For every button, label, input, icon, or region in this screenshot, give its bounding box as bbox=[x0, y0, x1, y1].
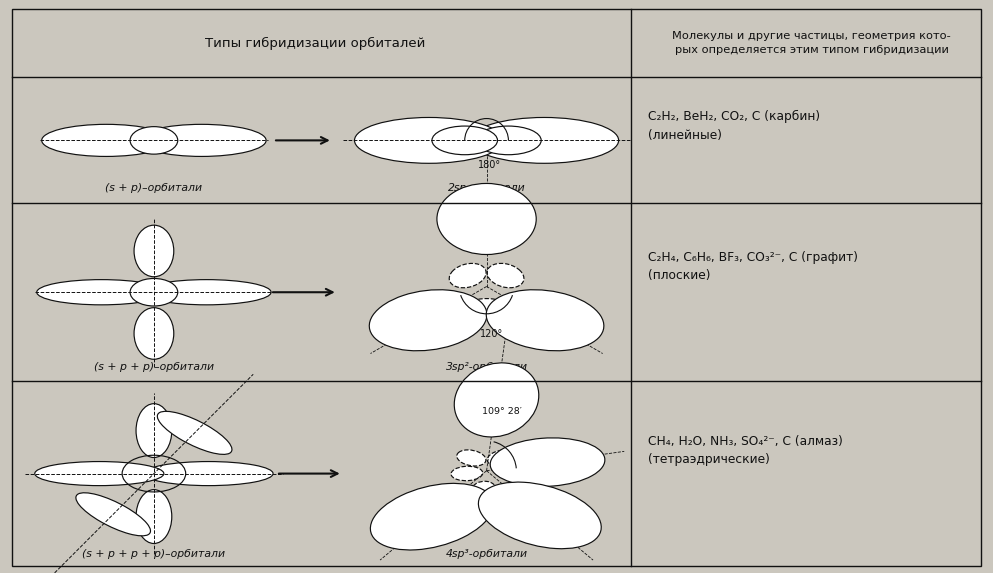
Text: 3sp²-орбитали: 3sp²-орбитали bbox=[446, 362, 527, 372]
Ellipse shape bbox=[157, 411, 232, 454]
Text: CH₄, H₂O, NH₃, SO₄²⁻, C (алмаз)
(тетраэдрические): CH₄, H₂O, NH₃, SO₄²⁻, C (алмаз) (тетраэд… bbox=[648, 435, 843, 466]
Text: 2sp-орбитали: 2sp-орбитали bbox=[448, 183, 525, 193]
Ellipse shape bbox=[479, 482, 601, 549]
Ellipse shape bbox=[487, 290, 604, 351]
Ellipse shape bbox=[355, 117, 503, 163]
Ellipse shape bbox=[75, 493, 151, 536]
Ellipse shape bbox=[42, 124, 171, 156]
Text: (s + p)–орбитали: (s + p)–орбитали bbox=[105, 183, 203, 193]
Ellipse shape bbox=[37, 280, 166, 305]
Ellipse shape bbox=[470, 117, 619, 163]
Ellipse shape bbox=[432, 126, 497, 155]
Ellipse shape bbox=[136, 489, 172, 543]
Text: 120°: 120° bbox=[480, 329, 503, 339]
Text: (s + p + p + p)–орбитали: (s + p + p + p)–орбитали bbox=[82, 550, 225, 559]
Text: C₂H₂, BeH₂, CO₂, C (карбин)
(линейные): C₂H₂, BeH₂, CO₂, C (карбин) (линейные) bbox=[648, 110, 820, 142]
Text: 180°: 180° bbox=[478, 160, 501, 170]
Text: 109° 28′: 109° 28′ bbox=[482, 407, 521, 416]
Ellipse shape bbox=[488, 450, 516, 466]
Ellipse shape bbox=[457, 450, 486, 466]
Ellipse shape bbox=[491, 438, 605, 486]
Ellipse shape bbox=[487, 264, 524, 288]
Ellipse shape bbox=[130, 127, 178, 154]
Text: C₂H₄, C₆H₆, BF₃, CO₃²⁻, C (графит)
(плоские): C₂H₄, C₆H₆, BF₃, CO₃²⁻, C (графит) (плос… bbox=[648, 251, 858, 282]
Ellipse shape bbox=[451, 466, 483, 481]
Ellipse shape bbox=[476, 126, 541, 155]
Ellipse shape bbox=[370, 484, 494, 550]
Text: 4sp³-орбитали: 4sp³-орбитали bbox=[446, 550, 527, 559]
Ellipse shape bbox=[449, 264, 487, 288]
Ellipse shape bbox=[134, 308, 174, 359]
Ellipse shape bbox=[136, 403, 172, 457]
Text: Типы гибридизации орбиталей: Типы гибридизации орбиталей bbox=[206, 37, 425, 49]
Ellipse shape bbox=[142, 280, 271, 305]
Ellipse shape bbox=[437, 183, 536, 254]
Ellipse shape bbox=[472, 481, 496, 500]
Text: Молекулы и другие частицы, геометрия кото-
рых определяется этим типом гибридиза: Молекулы и другие частицы, геометрия кот… bbox=[672, 31, 951, 55]
Ellipse shape bbox=[454, 363, 539, 437]
Ellipse shape bbox=[369, 290, 487, 351]
Ellipse shape bbox=[134, 225, 174, 277]
Ellipse shape bbox=[137, 124, 266, 156]
Ellipse shape bbox=[35, 462, 164, 486]
Ellipse shape bbox=[144, 462, 273, 486]
Text: (s + p + p)–орбитали: (s + p + p)–орбитали bbox=[94, 362, 213, 372]
Ellipse shape bbox=[464, 299, 509, 318]
Ellipse shape bbox=[130, 278, 178, 306]
